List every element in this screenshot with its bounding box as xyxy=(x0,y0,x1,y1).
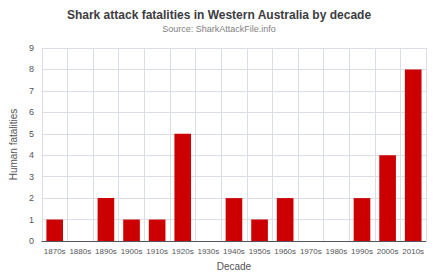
svg-text:6: 6 xyxy=(29,107,34,117)
svg-text:4: 4 xyxy=(29,150,34,160)
svg-text:1990s: 1990s xyxy=(351,247,373,256)
svg-text:2000s: 2000s xyxy=(377,247,399,256)
svg-text:5: 5 xyxy=(29,129,34,139)
svg-text:Human fatalities: Human fatalities xyxy=(8,109,19,181)
svg-text:1920s: 1920s xyxy=(172,247,194,256)
svg-text:8: 8 xyxy=(29,64,34,74)
svg-text:Shark attack fatalities in Wes: Shark attack fatalities in Western Austr… xyxy=(67,8,371,22)
svg-text:3: 3 xyxy=(29,172,34,182)
svg-text:9: 9 xyxy=(29,43,34,53)
svg-text:1870s: 1870s xyxy=(44,247,66,256)
svg-text:1950s: 1950s xyxy=(249,247,271,256)
svg-text:1900s: 1900s xyxy=(121,247,143,256)
svg-text:1930s: 1930s xyxy=(197,247,219,256)
svg-text:7: 7 xyxy=(29,86,34,96)
svg-text:Decade: Decade xyxy=(217,261,252,272)
svg-text:1970s: 1970s xyxy=(300,247,322,256)
svg-text:Source: SharkAttackFile.info: Source: SharkAttackFile.info xyxy=(162,24,276,34)
svg-text:2: 2 xyxy=(29,193,34,203)
svg-text:1880s: 1880s xyxy=(69,247,91,256)
svg-text:1960s: 1960s xyxy=(274,247,296,256)
svg-text:1: 1 xyxy=(29,215,34,225)
svg-text:1910s: 1910s xyxy=(146,247,168,256)
svg-text:0: 0 xyxy=(29,236,34,246)
svg-text:1940s: 1940s xyxy=(223,247,245,256)
svg-text:2010s: 2010s xyxy=(402,247,424,256)
svg-text:1890s: 1890s xyxy=(95,247,117,256)
svg-text:1980s: 1980s xyxy=(325,247,347,256)
